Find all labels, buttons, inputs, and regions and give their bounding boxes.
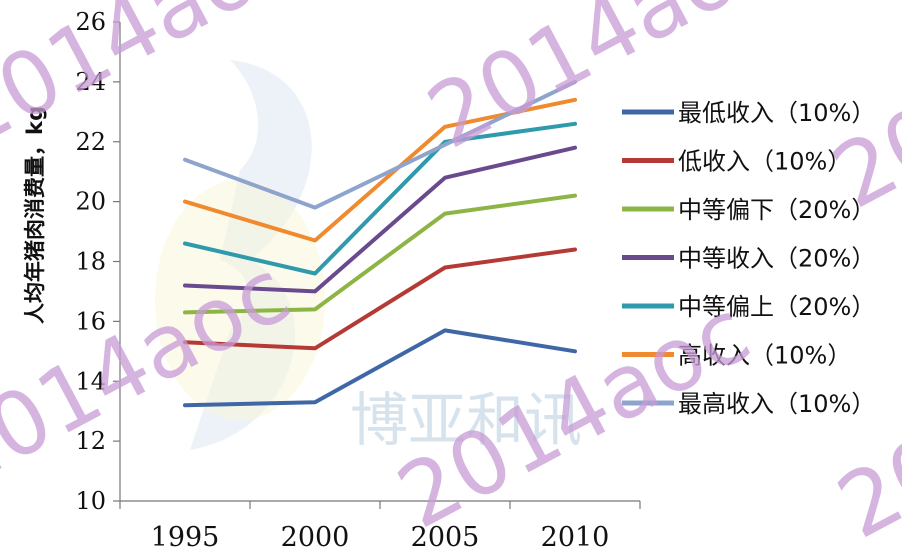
series-line	[183, 121, 577, 276]
series-line	[183, 145, 577, 294]
watermark-brand: 博亚和讯	[350, 386, 582, 454]
y-axis-label: 人均年猪肉消费量，kg	[23, 106, 47, 324]
series-line	[183, 79, 577, 210]
series-line	[183, 328, 577, 408]
y-tick-label: 10	[75, 487, 106, 515]
legend-label: 中等偏下（20%）	[678, 196, 875, 224]
series-group	[183, 79, 577, 408]
x-tick-label: 2005	[411, 522, 480, 553]
y-tick-label: 12	[75, 427, 106, 455]
series-line	[183, 247, 577, 351]
x-tick-label: 2000	[281, 522, 350, 553]
legend-label: 最高收入（10%）	[678, 390, 875, 418]
legend-label: 最低收入（10%）	[678, 99, 875, 127]
watermark-text: 2014aoc	[412, 0, 796, 169]
legend-label: 高收入（10%）	[678, 342, 851, 370]
legend-label: 低收入（10%）	[678, 148, 851, 176]
axes: 10 12 14 16 18 20 22 24 26 1995 2000 2005 2010	[75, 8, 641, 553]
y-tick-label: 14	[75, 367, 106, 395]
x-tick-label: 2010	[541, 522, 610, 553]
y-tick-label: 26	[75, 8, 106, 36]
y-tick-label: 20	[75, 188, 106, 216]
x-tick-label: 1995	[151, 522, 220, 553]
y-tick-label: 22	[75, 128, 106, 156]
series-line	[183, 193, 577, 315]
legend-label: 中等偏上（20%）	[678, 293, 875, 321]
watermark-text: 2014aoc	[822, 289, 902, 553]
background-logo: 博亚和讯	[155, 60, 582, 454]
legend: 最低收入（10%） 低收入（10%） 中等偏下（20%） 中等收入（20%） 中等偏上（…	[622, 99, 875, 418]
legend-label: 中等收入（20%）	[678, 245, 875, 273]
y-tick-label: 24	[75, 68, 106, 96]
y-tick-label: 18	[75, 248, 106, 276]
y-tick-label: 16	[75, 307, 106, 335]
